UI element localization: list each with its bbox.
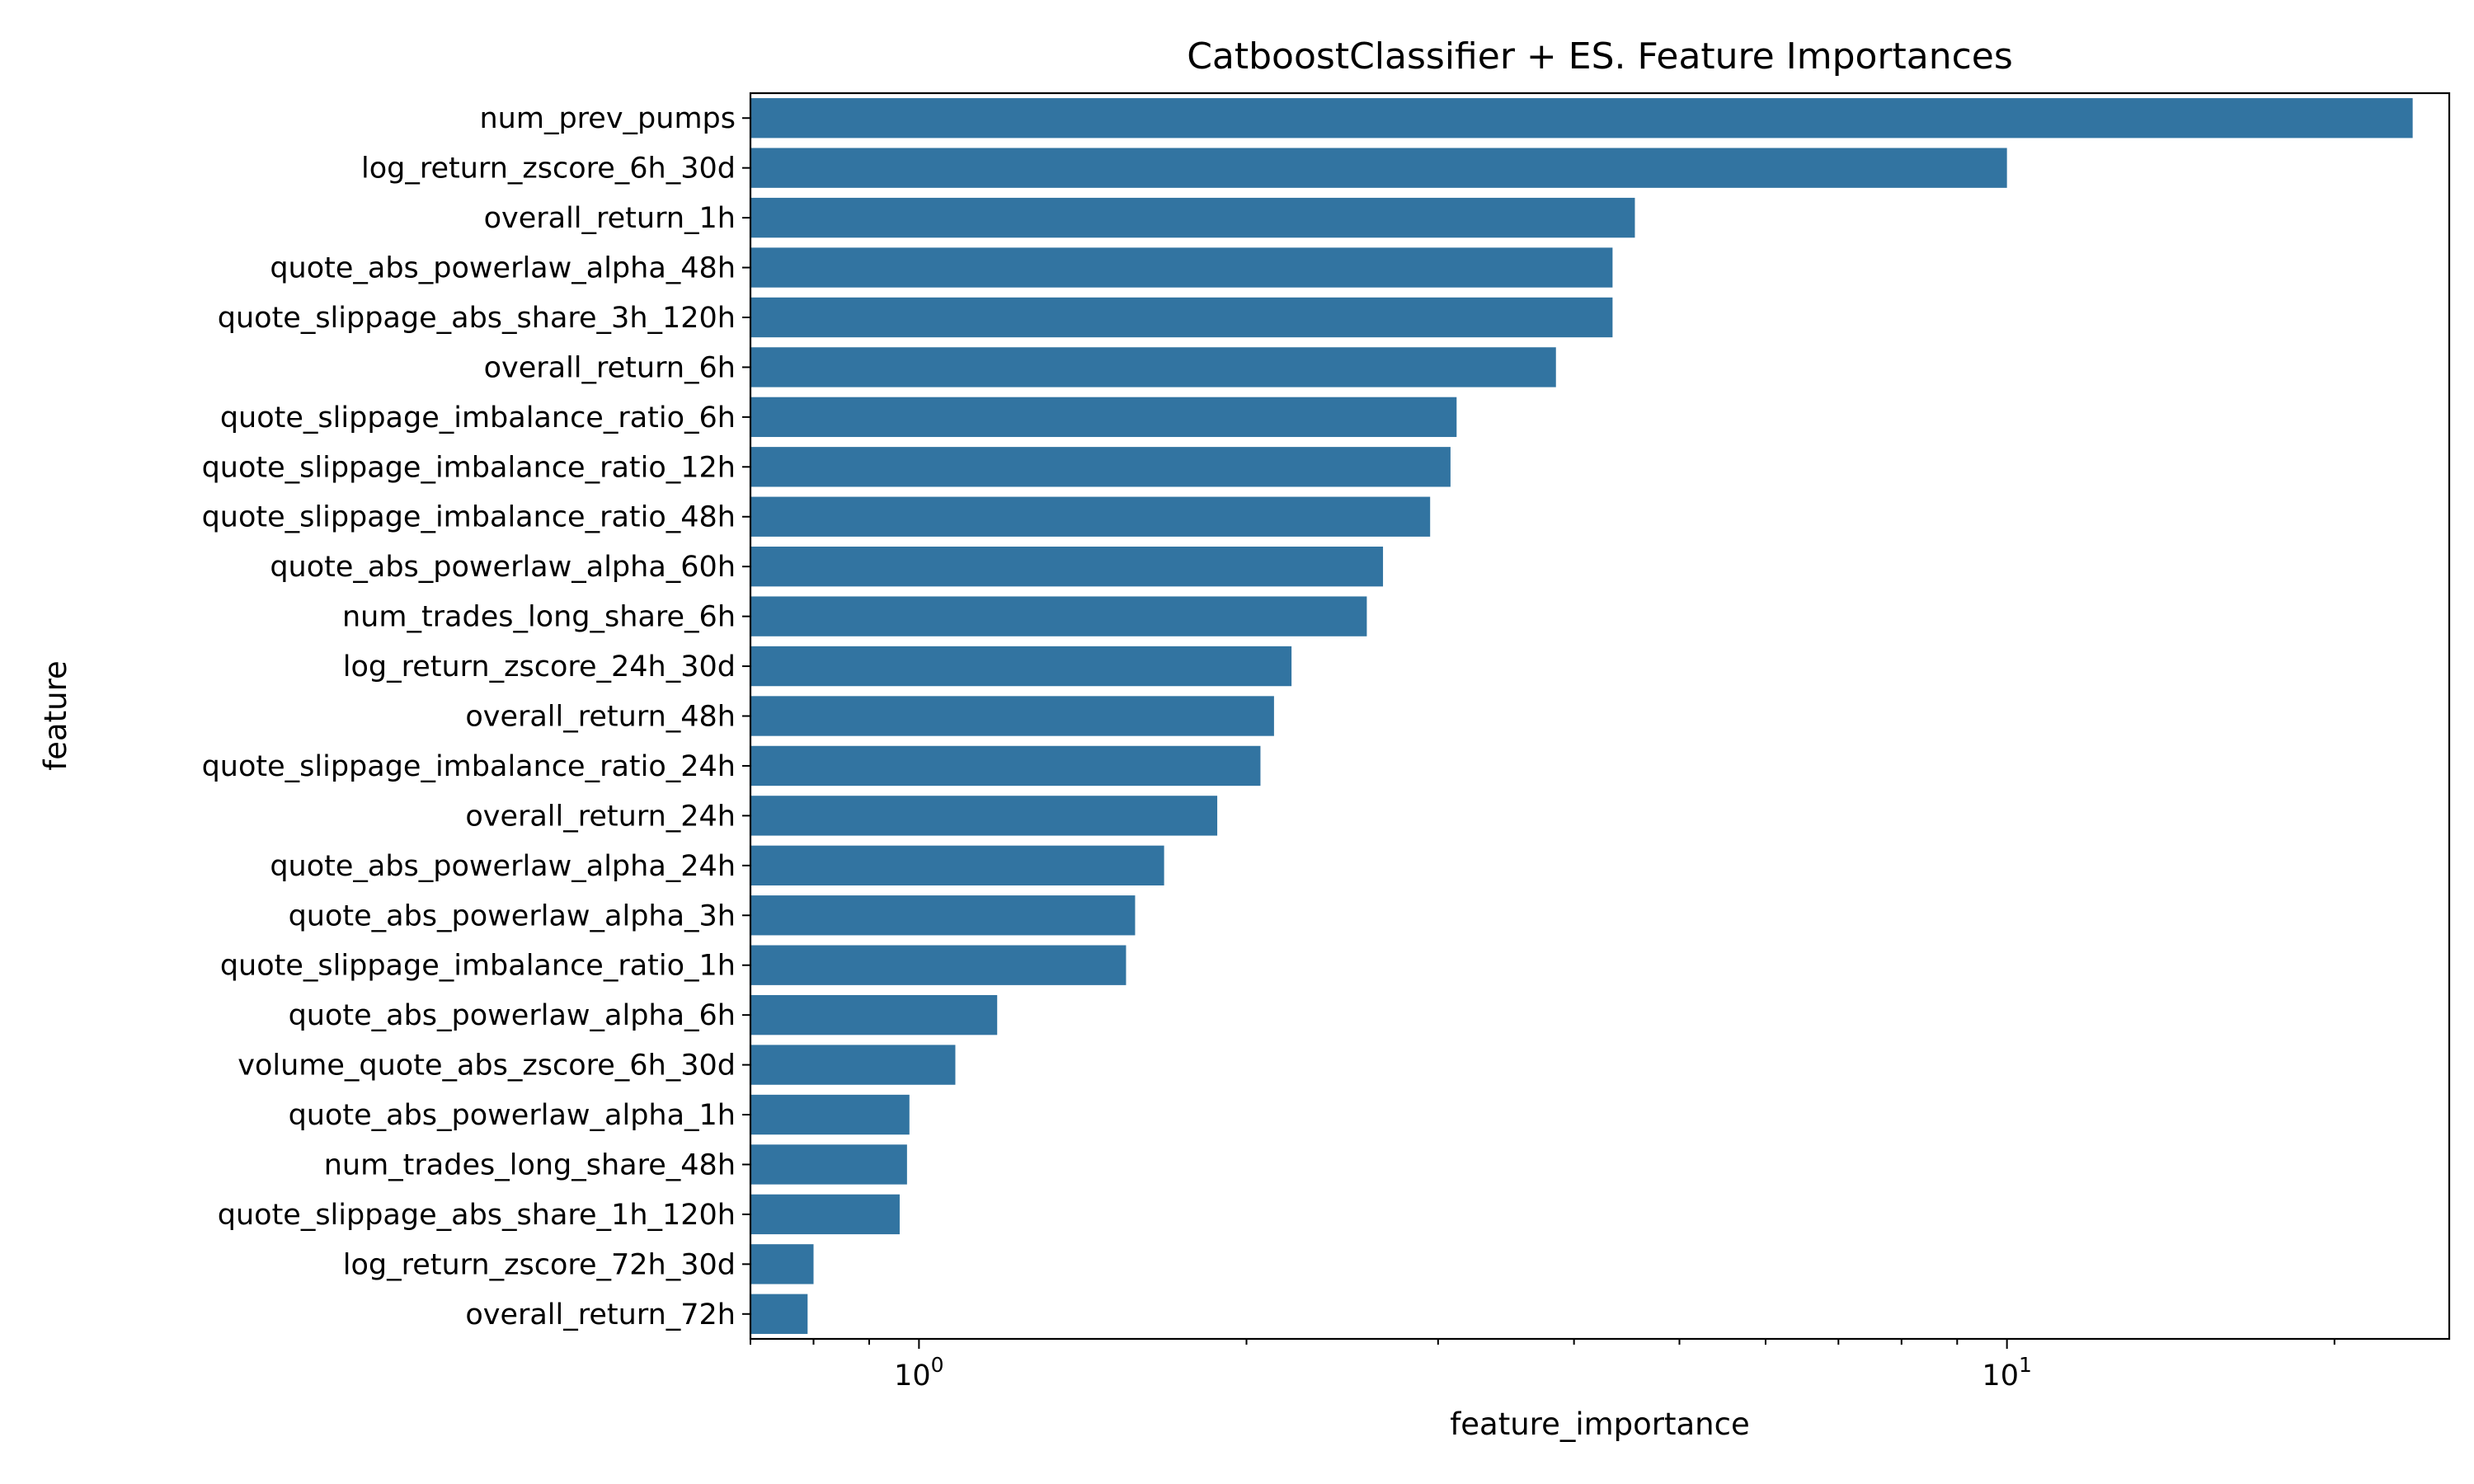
y-tick-label-quote_abs_powerlaw_alpha_24h: quote_abs_powerlaw_alpha_24h: [270, 850, 736, 883]
bar-quote_abs_powerlaw_alpha_3h: [750, 895, 1136, 936]
bar-quote_abs_powerlaw_alpha_60h: [750, 547, 1384, 587]
chart-title: CatboostClassifier + ES. Feature Importa…: [1187, 35, 2013, 77]
y-tick-label-quote_slippage_imbalance_ratio_24h: quote_slippage_imbalance_ratio_24h: [202, 750, 736, 783]
y-tick-label-log_return_zscore_24h_30d: log_return_zscore_24h_30d: [343, 650, 736, 683]
bar-num_trades_long_share_6h: [750, 596, 1367, 636]
x-tick-label: 100: [894, 1353, 943, 1392]
y-tick-label-num_trades_long_share_6h: num_trades_long_share_6h: [342, 601, 736, 634]
y-tick-label-quote_abs_powerlaw_alpha_3h: quote_abs_powerlaw_alpha_3h: [289, 899, 736, 932]
bar-quote_abs_powerlaw_alpha_48h: [750, 247, 1613, 288]
bar-log_return_zscore_6h_30d: [750, 148, 2007, 188]
y-tick-label-quote_abs_powerlaw_alpha_48h: quote_abs_powerlaw_alpha_48h: [270, 252, 736, 285]
bar-volume_quote_abs_zscore_6h_30d: [750, 1045, 956, 1085]
x-axis-label: feature_importance: [1450, 1407, 1749, 1442]
x-tick-base: 10: [894, 1360, 931, 1392]
bar-quote_slippage_imbalance_ratio_12h: [750, 447, 1451, 487]
x-tick-exponent: 0: [931, 1353, 944, 1377]
x-ticks: 100 101: [750, 1339, 2335, 1392]
y-tick-label-overall_return_48h: overall_return_48h: [465, 701, 736, 734]
y-tick-label-quote_slippage_abs_share_3h_120h: quote_slippage_abs_share_3h_120h: [218, 302, 736, 335]
y-tick-label-overall_return_6h: overall_return_6h: [484, 351, 736, 384]
bar-quote_slippage_abs_share_1h_120h: [750, 1194, 900, 1235]
bar-overall_return_72h: [750, 1294, 808, 1334]
bar-num_prev_pumps: [750, 98, 2413, 139]
y-tick-label-log_return_zscore_6h_30d: log_return_zscore_6h_30d: [361, 153, 736, 186]
x-tick-base: 10: [1982, 1360, 2019, 1392]
bar-log_return_zscore_24h_30d: [750, 646, 1292, 687]
y-axis-label: feature: [38, 660, 73, 771]
bar-quote_abs_powerlaw_alpha_1h: [750, 1094, 910, 1135]
y-tick-label-overall_return_24h: overall_return_24h: [465, 800, 736, 833]
bar-quote_abs_powerlaw_alpha_24h: [750, 845, 1164, 885]
bar-log_return_zscore_72h_30d: [750, 1244, 814, 1284]
y-tick-labels: num_prev_pumps log_return_zscore_6h_30dov…: [202, 102, 750, 1331]
bar-overall_return_48h: [750, 696, 1274, 736]
y-tick-label-quote_slippage_imbalance_ratio_48h: quote_slippage_imbalance_ratio_48h: [202, 501, 736, 534]
bar-quote_slippage_abs_share_3h_120h: [750, 297, 1613, 338]
bar-num_trades_long_share_48h: [750, 1144, 907, 1185]
bar-overall_return_6h: [750, 347, 1556, 387]
y-tick-label-num_trades_long_share_48h: num_trades_long_share_48h: [324, 1148, 736, 1181]
y-tick-label-num_prev_pumps: num_prev_pumps: [480, 102, 736, 135]
x-tick-label: 101: [1982, 1353, 2031, 1392]
bar-quote_slippage_imbalance_ratio_6h: [750, 397, 1457, 438]
bar-quote_slippage_imbalance_ratio_1h: [750, 945, 1126, 985]
y-tick-label-overall_return_1h: overall_return_1h: [484, 202, 736, 235]
y-tick-label-quote_slippage_abs_share_1h_120h: quote_slippage_abs_share_1h_120h: [218, 1199, 736, 1232]
bar-overall_return_24h: [750, 796, 1218, 836]
y-tick-label-log_return_zscore_72h_30d: log_return_zscore_72h_30d: [343, 1248, 736, 1281]
bar-overall_return_1h: [750, 197, 1635, 238]
y-tick-label-quote_abs_powerlaw_alpha_1h: quote_abs_powerlaw_alpha_1h: [289, 1099, 736, 1132]
y-tick-label-quote_slippage_imbalance_ratio_6h: quote_slippage_imbalance_ratio_6h: [220, 402, 736, 434]
y-tick-label-quote_abs_powerlaw_alpha_60h: quote_abs_powerlaw_alpha_60h: [270, 551, 736, 584]
y-tick-label-volume_quote_abs_zscore_6h_30d: volume_quote_abs_zscore_6h_30d: [238, 1050, 736, 1082]
bar-quote_slippage_imbalance_ratio_48h: [750, 496, 1431, 537]
plot-frame: [749, 92, 2451, 1341]
bar-quote_abs_powerlaw_alpha_6h: [750, 994, 998, 1036]
y-tick-label-overall_return_72h: overall_return_72h: [465, 1298, 736, 1331]
bars-group: [750, 98, 2413, 1334]
y-tick-label-quote_slippage_imbalance_ratio_12h: quote_slippage_imbalance_ratio_12h: [202, 451, 736, 484]
y-tick-label-quote_abs_powerlaw_alpha_6h: quote_abs_powerlaw_alpha_6h: [289, 999, 736, 1032]
y-tick-label-quote_slippage_imbalance_ratio_1h: quote_slippage_imbalance_ratio_1h: [220, 950, 736, 983]
bar-quote_slippage_imbalance_ratio_24h: [750, 745, 1261, 787]
x-tick-exponent: 1: [2019, 1353, 2032, 1377]
